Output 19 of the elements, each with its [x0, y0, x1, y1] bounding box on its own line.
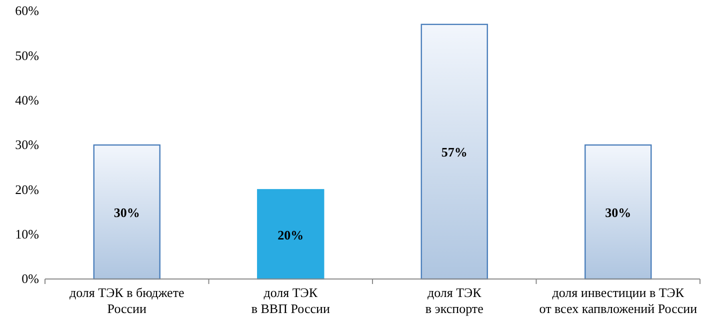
- y-tick-label: 20%: [15, 182, 40, 197]
- data-label: 20%: [278, 227, 304, 242]
- y-tick-label: 50%: [15, 48, 40, 63]
- data-label: 30%: [605, 205, 632, 220]
- x-tick-label: доля ТЭК в экспорте: [425, 285, 484, 316]
- data-label: 57%: [441, 144, 468, 160]
- y-tick-label: 10%: [15, 226, 40, 242]
- y-tick-label: 40%: [15, 92, 40, 108]
- bar: [420, 24, 488, 280]
- bar: [93, 144, 160, 280]
- x-tick-label: доля ТЭК в ВВП России: [251, 285, 330, 316]
- bar: [257, 189, 324, 280]
- x-tick-label: доля инвестиции в ТЭК от всех капвложений России: [539, 285, 698, 316]
- y-tick-label: 30%: [15, 137, 40, 152]
- bar: [584, 144, 652, 280]
- y-tick-label: 0%: [22, 271, 40, 286]
- data-label: 30%: [114, 205, 140, 220]
- y-tick-label: 60%: [15, 3, 40, 18]
- x-tick-label: доля ТЭК в бюджете России: [69, 285, 184, 316]
